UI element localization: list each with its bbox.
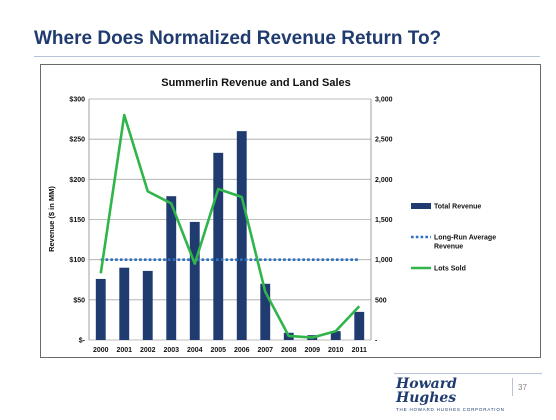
x-tick-label: 2003 [163,347,179,354]
x-tick-label: 2000 [93,347,109,354]
slide-title: Where Does Normalized Revenue Return To? [34,28,442,49]
lines [99,113,361,339]
chart-frame: Summerlin Revenue and Land Sales $- $50 $1… [40,64,541,358]
company-logo: Howard Hughes THE HOWARD HUGHES CORPORAT… [396,377,506,412]
y-ticks: $- $50 $100 $150 $200 $250 $300 [69,97,85,345]
y-tick-label: $150 [69,217,85,224]
y-tick-label: $250 [69,137,85,144]
y-axis-label: Revenue ($ in MM) [47,186,56,252]
x-tick-label: 2006 [234,347,250,354]
y2-tick-label: - [375,338,378,345]
footer-divider [394,373,542,374]
y2-tick-label: 2,500 [375,137,393,144]
y2-tick-label: 2,000 [375,177,393,184]
x-tick-label: 2004 [187,347,203,354]
bar [354,311,365,340]
legend-label: Total Revenue [434,204,481,211]
y-tick-label: $300 [69,97,85,104]
chart: Summerlin Revenue and Land Sales $- $50 $1… [47,77,496,354]
bar [142,270,153,340]
bars [95,131,365,340]
x-tick-label: 2010 [328,347,344,354]
bar [189,221,200,340]
x-tick-label: 2005 [210,347,226,354]
x-tick-label: 2007 [257,347,273,354]
x-tick-label: 2011 [352,347,367,354]
y2-tick-label: 500 [375,297,387,304]
bar [260,283,271,340]
x-tick-label: 2001 [116,347,132,354]
y-tick-label: $100 [69,257,85,264]
title-divider [34,56,540,57]
y-tick-label: $200 [69,177,85,184]
legend-swatch-total-revenue [411,203,431,209]
x-tick-label: 2008 [281,347,297,354]
legend: Total Revenue Long-Run Average Revenue Lots… [411,203,496,273]
y-tick-label: $50 [73,297,85,304]
bar [95,278,106,340]
bar [119,267,130,340]
legend-label: Lots Sold [434,266,466,273]
bar [330,331,341,340]
y-tick-label: $- [79,338,86,345]
bar [166,196,177,340]
bar [236,131,247,340]
logo-script: Howard Hughes [396,376,457,406]
logo-subtext: THE HOWARD HUGHES CORPORATION [396,407,505,412]
lots-sold-line [99,113,361,339]
page-number: 37 [518,383,527,392]
x-tick-label: 2009 [304,347,320,354]
y2-tick-label: 1,500 [375,217,393,224]
x-ticks: 2000 2001 2002 2003 2004 2005 2006 2007 2008 2009… [93,347,367,354]
chart-title: Summerlin Revenue and Land Sales [161,77,351,89]
y2-ticks: - 500 1,000 1,500 2,000 2,500 3,000 [375,97,393,345]
x-tick-label: 2002 [140,347,156,354]
y2-tick-label: 3,000 [375,97,393,104]
y2-tick-label: 1,000 [375,257,393,264]
legend-label: Long-Run Average [434,235,496,242]
legend-label: Revenue [434,244,463,251]
bar [213,152,224,340]
page-number-divider [512,378,513,396]
